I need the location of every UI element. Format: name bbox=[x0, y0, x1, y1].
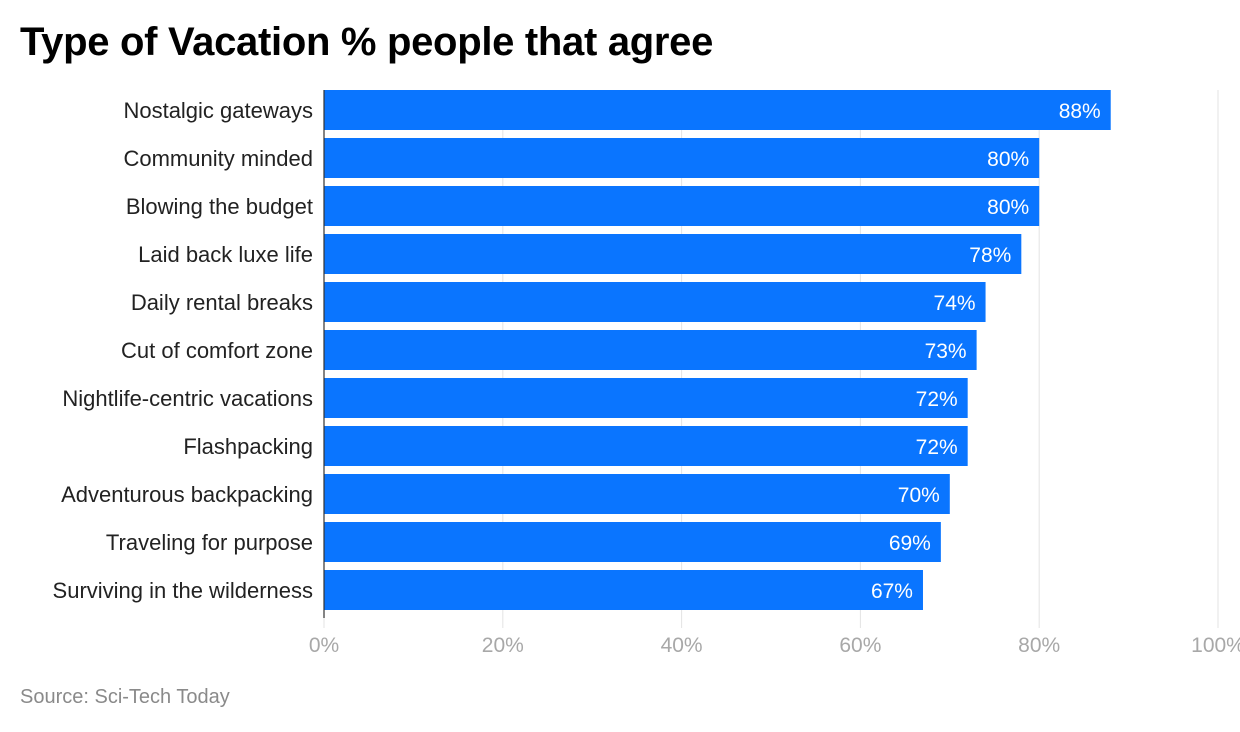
value-label: 70% bbox=[898, 484, 940, 507]
category-label: Adventurous backpacking bbox=[61, 482, 313, 507]
category-label: Flashpacking bbox=[183, 434, 313, 459]
category-label: Nostalgic gateways bbox=[123, 98, 313, 123]
bar bbox=[324, 474, 950, 514]
value-label: 72% bbox=[916, 436, 958, 459]
x-tick-label: 80% bbox=[1018, 634, 1060, 657]
bar bbox=[324, 234, 1022, 274]
source-note: Source: Sci-Tech Today bbox=[20, 686, 230, 708]
value-label: 72% bbox=[916, 388, 958, 411]
x-tick-label: 100% bbox=[1191, 634, 1240, 657]
x-tick-label: 0% bbox=[309, 634, 339, 657]
category-label: Blowing the budget bbox=[126, 194, 313, 219]
bar bbox=[324, 426, 968, 466]
value-label: 69% bbox=[889, 532, 931, 555]
category-label: Community minded bbox=[123, 146, 313, 171]
bar bbox=[324, 330, 977, 370]
bar bbox=[324, 186, 1040, 226]
value-label: 80% bbox=[987, 196, 1029, 219]
bar bbox=[324, 522, 941, 562]
x-tick-label: 20% bbox=[482, 634, 524, 657]
bar bbox=[324, 90, 1111, 130]
category-label: Nightlife-centric vacations bbox=[62, 386, 313, 411]
chart-title: Type of Vacation % people that agree bbox=[20, 20, 714, 64]
category-label: Cut of comfort zone bbox=[121, 338, 313, 363]
bar bbox=[324, 378, 968, 418]
x-tick-label: 60% bbox=[839, 634, 881, 657]
category-label: Daily rental breaks bbox=[131, 290, 313, 315]
category-label: Surviving in the wilderness bbox=[53, 578, 313, 603]
category-label: Laid back luxe life bbox=[138, 242, 313, 267]
category-label: Traveling for purpose bbox=[106, 530, 313, 555]
value-label: 67% bbox=[871, 580, 913, 603]
bar bbox=[324, 570, 923, 610]
value-label: 88% bbox=[1059, 100, 1101, 123]
value-label: 73% bbox=[925, 340, 967, 363]
x-tick-label: 40% bbox=[661, 634, 703, 657]
value-label: 80% bbox=[987, 148, 1029, 171]
value-label: 78% bbox=[969, 244, 1011, 267]
bar bbox=[324, 282, 986, 322]
bar bbox=[324, 138, 1040, 178]
value-label: 74% bbox=[934, 292, 976, 315]
